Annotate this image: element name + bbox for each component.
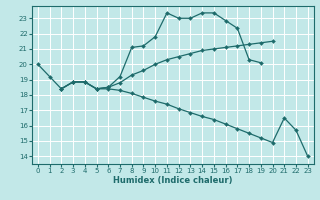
X-axis label: Humidex (Indice chaleur): Humidex (Indice chaleur) — [113, 176, 233, 185]
